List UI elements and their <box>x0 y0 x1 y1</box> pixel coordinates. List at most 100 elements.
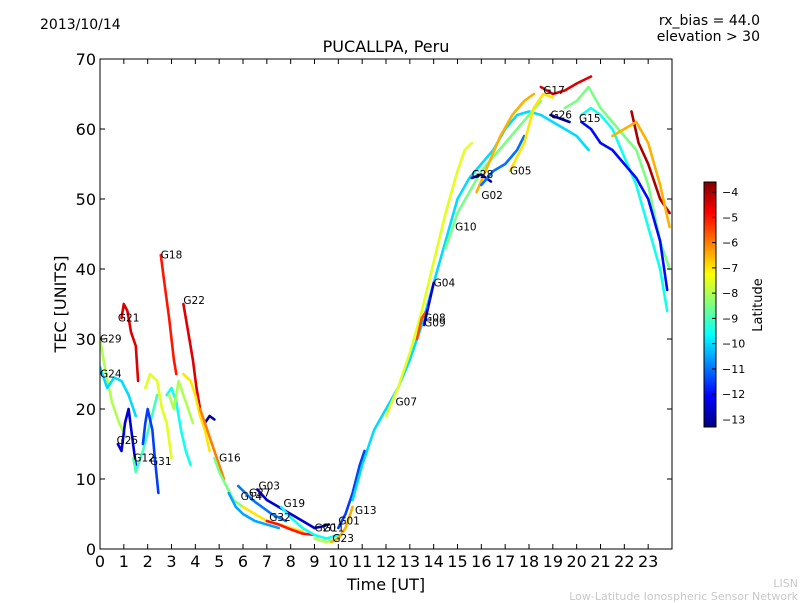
colorbar-tick-label: −6 <box>722 237 738 250</box>
satellite-label: G17 <box>543 85 565 97</box>
tec-track-33 <box>508 92 555 173</box>
tec-track-37 <box>580 106 669 313</box>
x-tick-label: 14 <box>423 552 443 571</box>
satellite-label: G25 <box>117 435 139 447</box>
colorbar-tick-label: −13 <box>722 413 745 426</box>
colorbar-tick-label: −9 <box>722 312 738 325</box>
tec-tracks <box>100 75 671 544</box>
x-tick-label: 2 <box>143 552 153 571</box>
satellite-label: G07 <box>396 397 418 409</box>
tec-track-25 <box>351 110 590 502</box>
colorbar-tick-label: −4 <box>722 186 738 199</box>
satellite-label: G24 <box>100 369 122 381</box>
satellite-label: G12 <box>133 453 155 465</box>
colorbar-label: Latitude <box>751 278 766 332</box>
tec-track-2 <box>120 302 140 383</box>
chart-parameters: rx_bias = 44.0 elevation > 30 <box>657 13 760 45</box>
colorbar-tick-label: −8 <box>722 287 738 300</box>
satellite-label: G32 <box>269 512 291 524</box>
footer-brand: LISN Low-Latitude Ionospheric Sensor Net… <box>569 577 798 603</box>
satellite-label: G05 <box>510 166 532 178</box>
footer-brand-long: Low-Latitude Ionospheric Sensor Network <box>569 590 798 603</box>
satellite-label: G19 <box>284 498 306 510</box>
tec-track-16 <box>236 484 288 523</box>
satellite-label: G03 <box>258 481 280 493</box>
tec-track-30 <box>475 92 536 194</box>
x-tick-label: 8 <box>286 552 296 571</box>
satellite-label: G23 <box>332 533 354 545</box>
y-tick-label: 50 <box>76 190 96 209</box>
tec-track-7 <box>159 253 178 376</box>
satellite-label: G14 <box>241 491 263 503</box>
colorbar-tick-label: −5 <box>722 211 738 224</box>
x-tick-label: 10 <box>328 552 348 571</box>
colorbar-tick-label: −7 <box>722 262 738 275</box>
tec-track-13 <box>198 407 226 481</box>
satellite-label: G10 <box>455 222 477 234</box>
x-tick-label: 1 <box>119 552 129 571</box>
x-tick-label: 7 <box>262 552 272 571</box>
x-tick-label: 18 <box>519 552 539 571</box>
tec-track-27 <box>415 309 428 341</box>
tec-track-19 <box>265 519 316 537</box>
y-tick-label: 20 <box>76 400 96 419</box>
tec-track-21 <box>313 523 331 530</box>
colorbar-tick-label: −10 <box>722 338 745 351</box>
satellite-label: G13 <box>355 505 377 517</box>
y-tick-label: 60 <box>76 120 96 139</box>
x-tick-label: 4 <box>190 552 200 571</box>
tec-track-9 <box>167 379 195 425</box>
colorbar-tick-label: −11 <box>722 363 745 376</box>
satellite-label: G15 <box>579 113 601 125</box>
tec-track-15 <box>227 491 281 530</box>
rx-bias-label: rx_bias = 44.0 <box>658 13 760 29</box>
satellite-label: G26 <box>550 110 572 122</box>
tec-track-40 <box>611 120 671 229</box>
satellite-label: G18 <box>161 250 183 262</box>
x-axis: 0 1 2 3 4 5 6 7 8 9 10 11 12 13 14 15 16 17 18 19 20 21 22 23 <box>95 59 658 571</box>
tec-track-35 <box>549 113 571 124</box>
tec-track-34 <box>539 75 593 96</box>
satellite-label: G21 <box>118 313 140 325</box>
x-tick-label: 13 <box>400 552 420 571</box>
x-tick-label: 21 <box>590 552 610 571</box>
y-tick-label: 0 <box>86 540 96 559</box>
chart-date: 2013/10/14 <box>40 17 121 33</box>
chart-title: PUCALLPA, Peru <box>322 37 450 56</box>
satellite-label: G20 <box>315 523 337 535</box>
tec-track-11 <box>182 372 211 453</box>
x-axis-label: Time [UT] <box>346 575 425 594</box>
y-axis: 0 10 20 30 40 50 60 70 <box>76 50 672 559</box>
tec-track-5 <box>141 407 160 495</box>
x-tick-label: 5 <box>214 552 224 571</box>
satellite-label: G22 <box>183 295 205 307</box>
tec-track-36 <box>563 85 671 271</box>
x-tick-label: 0 <box>95 552 105 571</box>
x-tick-label: 22 <box>614 552 634 571</box>
satellite-label: G16 <box>219 453 241 465</box>
satellite-label: G29 <box>100 334 122 346</box>
tec-track-38 <box>580 120 669 292</box>
tec-track-32 <box>480 134 526 187</box>
tec-track-0 <box>100 337 128 439</box>
x-tick-label: 17 <box>495 552 515 571</box>
satellite-label: G01 <box>338 516 360 528</box>
satellite-label: G02 <box>481 190 503 202</box>
tec-track-8 <box>165 386 192 467</box>
x-tick-label: 3 <box>166 552 176 571</box>
x-tick-label: 15 <box>447 552 467 571</box>
latitude-colorbar: −4 −5 −6 −7 −8 −9 −10 −11 −12 −13 Latitude <box>703 181 766 428</box>
satellite-label: G28 <box>472 169 494 181</box>
satellite-label: G27 <box>249 488 270 500</box>
x-tick-label: 12 <box>376 552 396 571</box>
tec-track-26 <box>384 141 474 418</box>
tec-track-12 <box>203 414 216 425</box>
tec-track-1 <box>100 365 138 418</box>
colorbar-tick-label: −12 <box>722 388 745 401</box>
x-tick-label: 11 <box>352 552 372 571</box>
y-axis-label: TEC [UNITS] <box>51 256 70 354</box>
x-tick-label: 20 <box>566 552 586 571</box>
x-tick-label: 6 <box>238 552 248 571</box>
y-tick-label: 40 <box>76 260 96 279</box>
